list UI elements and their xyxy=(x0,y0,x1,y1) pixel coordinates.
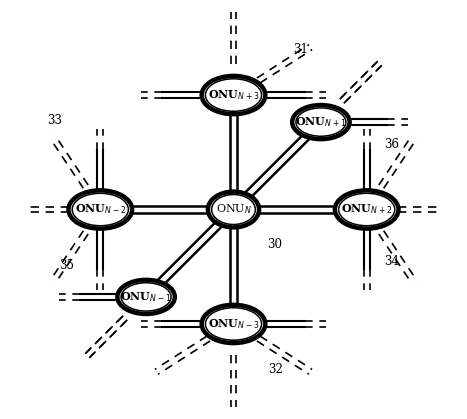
Text: ONU$_{N+3}$: ONU$_{N+3}$ xyxy=(208,88,259,102)
Text: ONU$_{N+2}$: ONU$_{N+2}$ xyxy=(341,203,392,216)
Text: ONU$_{N-3}$: ONU$_{N-3}$ xyxy=(208,317,259,331)
Ellipse shape xyxy=(202,76,265,114)
Ellipse shape xyxy=(339,193,395,226)
Text: ONU$_N$: ONU$_N$ xyxy=(216,203,251,216)
Ellipse shape xyxy=(212,194,255,225)
Ellipse shape xyxy=(208,191,259,228)
Ellipse shape xyxy=(205,308,262,340)
Text: 32: 32 xyxy=(268,363,283,376)
Text: ONU$_{N-1}$: ONU$_{N-1}$ xyxy=(120,290,172,304)
Text: 30: 30 xyxy=(268,238,283,251)
Text: ONU$_{N+1}$: ONU$_{N+1}$ xyxy=(295,115,347,129)
Text: 33: 33 xyxy=(47,114,62,127)
Ellipse shape xyxy=(72,193,128,226)
Text: 34: 34 xyxy=(384,255,399,268)
Text: ONU$_{N-2}$: ONU$_{N-2}$ xyxy=(75,203,126,216)
Text: 36: 36 xyxy=(384,139,399,152)
Ellipse shape xyxy=(69,190,132,229)
Ellipse shape xyxy=(205,79,262,111)
Ellipse shape xyxy=(292,105,350,139)
Ellipse shape xyxy=(335,190,398,229)
Text: 31: 31 xyxy=(293,43,308,56)
Ellipse shape xyxy=(296,108,346,136)
Text: 35: 35 xyxy=(59,259,75,272)
Ellipse shape xyxy=(121,283,171,311)
Ellipse shape xyxy=(202,305,265,343)
Ellipse shape xyxy=(117,280,175,314)
